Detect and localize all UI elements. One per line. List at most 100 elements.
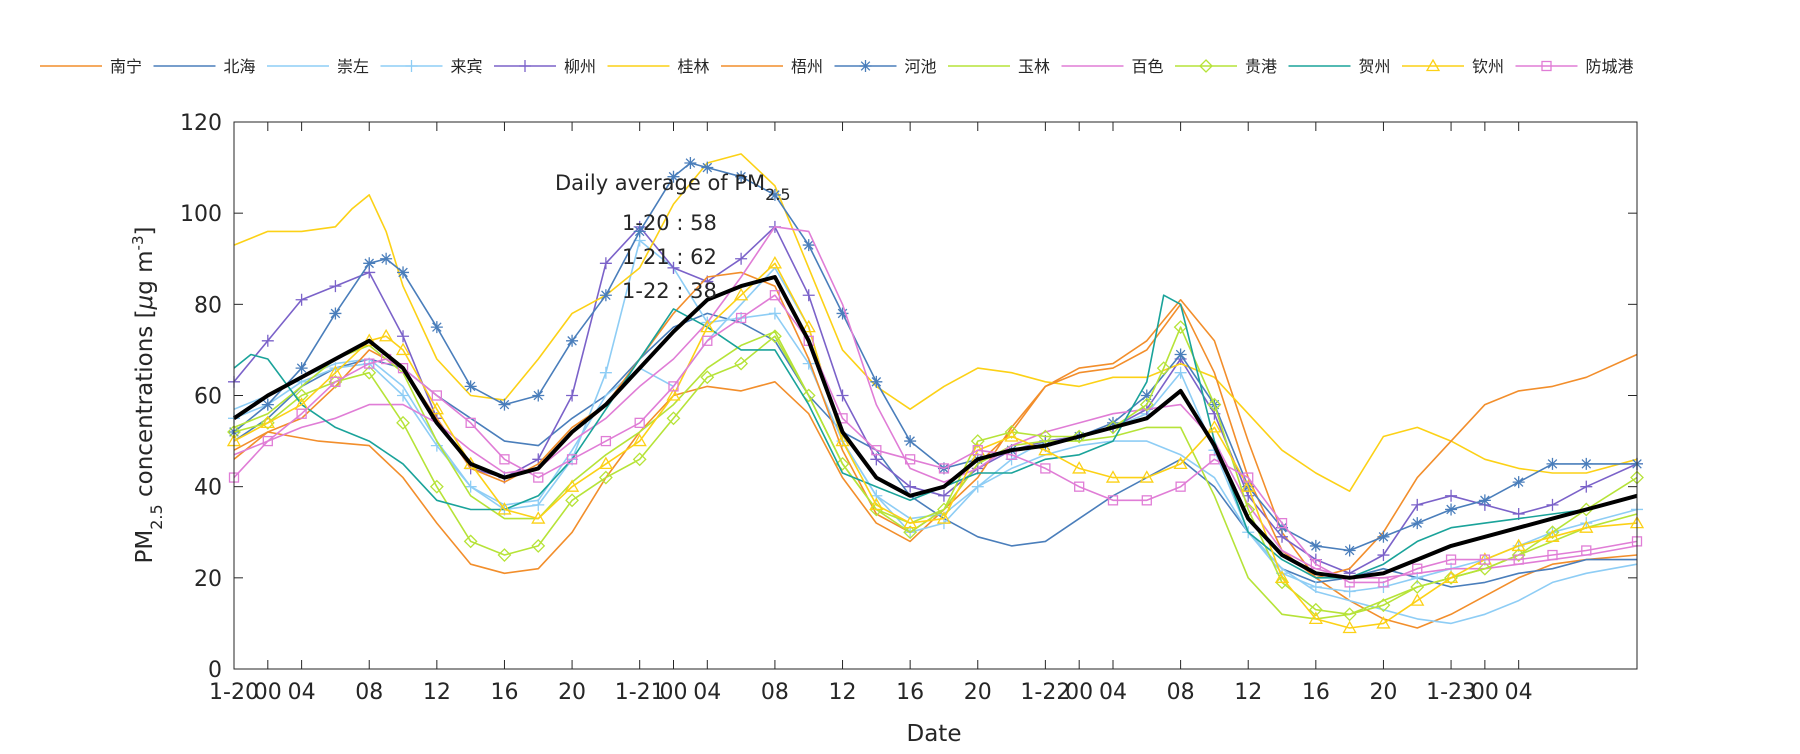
marker-diamond bbox=[1410, 580, 1425, 594]
marker-plus bbox=[768, 307, 781, 320]
marker-star bbox=[261, 398, 274, 411]
x-tick-label: 00 bbox=[1065, 680, 1093, 705]
marker-triangle bbox=[395, 342, 411, 356]
y-tick-label: 40 bbox=[194, 476, 222, 501]
marker-star bbox=[1377, 530, 1390, 543]
marker-plus bbox=[667, 261, 680, 274]
marker-plus bbox=[1309, 580, 1322, 593]
legend-label: 北海 bbox=[224, 57, 256, 76]
marker-star bbox=[397, 266, 410, 279]
marker-triangle bbox=[1342, 620, 1357, 634]
marker-plus bbox=[329, 280, 342, 293]
x-tick-label: 08 bbox=[761, 680, 789, 705]
annotation-line-1: 1-20 : 58 bbox=[622, 211, 717, 235]
marker-plus bbox=[1546, 498, 1559, 511]
annotation-line-3: 1-22 : 38 bbox=[622, 279, 717, 303]
legend-item: 来宾 bbox=[380, 57, 483, 76]
marker-triangle bbox=[632, 433, 647, 447]
marker-diamond bbox=[531, 539, 546, 553]
marker-diamond bbox=[1477, 561, 1492, 576]
series-玉林 bbox=[233, 330, 1638, 620]
marker-star bbox=[1106, 416, 1119, 429]
x-tick-label: 1-20 bbox=[209, 680, 259, 705]
legend-label: 贺州 bbox=[1359, 57, 1391, 76]
marker-square bbox=[1276, 517, 1288, 529]
marker-triangle bbox=[1579, 520, 1594, 533]
series-百色 bbox=[233, 226, 1638, 579]
y-tick-label: 0 bbox=[208, 658, 222, 683]
x-tick-label: 12 bbox=[423, 680, 451, 705]
marker-star bbox=[329, 307, 342, 320]
marker-plus bbox=[971, 480, 984, 493]
series-line bbox=[233, 162, 1637, 552]
x-tick-label: 04 bbox=[288, 680, 316, 705]
marker-diamond bbox=[1173, 320, 1188, 335]
marker-star bbox=[1478, 494, 1491, 507]
axis-ticks bbox=[233, 121, 1637, 670]
marker-star bbox=[684, 157, 697, 170]
marker-triangle bbox=[1511, 538, 1526, 552]
marker-square bbox=[397, 362, 409, 374]
legend-item: 崇左 bbox=[267, 57, 369, 76]
marker-square bbox=[431, 390, 442, 401]
marker-square bbox=[1141, 495, 1152, 506]
marker-star bbox=[1580, 457, 1593, 470]
marker-square bbox=[600, 435, 612, 447]
legend-item: 防城港 bbox=[1515, 57, 1634, 76]
x-tick-label: 04 bbox=[1505, 680, 1533, 705]
marker-star bbox=[532, 389, 545, 402]
y-axis-title: PM2.5 concentrations [μg m-3] bbox=[129, 227, 166, 564]
marker-triangle bbox=[531, 511, 546, 524]
marker-star bbox=[735, 170, 748, 183]
legend-item: 玉林 bbox=[948, 57, 1050, 76]
marker-square bbox=[566, 454, 578, 465]
marker-square bbox=[499, 454, 510, 465]
marker-star bbox=[1343, 544, 1356, 557]
marker-diamond bbox=[970, 434, 985, 449]
marker-square bbox=[1479, 554, 1491, 565]
marker-star bbox=[1411, 517, 1424, 530]
marker-square bbox=[871, 445, 882, 456]
marker-square bbox=[1040, 463, 1051, 474]
legend-label: 桂林 bbox=[678, 57, 710, 76]
marker-triangle bbox=[1241, 479, 1256, 492]
marker-triangle bbox=[1376, 616, 1391, 629]
marker-diamond bbox=[463, 534, 478, 549]
marker-plus bbox=[1580, 480, 1593, 493]
marker-plus bbox=[519, 60, 531, 72]
marker-star bbox=[836, 307, 849, 320]
marker-square bbox=[1310, 559, 1321, 570]
marker-square bbox=[938, 463, 950, 474]
legend-label: 梧州 bbox=[791, 57, 823, 76]
series-line bbox=[233, 294, 1638, 579]
legend-label: 来宾 bbox=[451, 57, 483, 76]
marker-triangle bbox=[1173, 456, 1188, 470]
marker-triangle bbox=[1072, 461, 1087, 474]
marker-plus bbox=[566, 389, 579, 402]
x-tick-label: 20 bbox=[558, 680, 586, 705]
marker-square bbox=[1541, 60, 1552, 72]
marker-star bbox=[295, 362, 308, 375]
x-tick-label: 1-22 bbox=[1020, 680, 1070, 705]
x-tick-label: 00 bbox=[659, 680, 687, 705]
marker-square bbox=[1547, 549, 1558, 561]
x-tick-label: 16 bbox=[896, 680, 924, 705]
x-tick-label: 04 bbox=[693, 680, 721, 705]
legend-label: 百色 bbox=[1132, 57, 1164, 76]
series-line bbox=[233, 330, 1638, 620]
x-tick-label: 00 bbox=[1471, 680, 1499, 705]
series-防城港 bbox=[228, 290, 1643, 588]
x-tick-label: 12 bbox=[1234, 680, 1262, 705]
marker-star bbox=[768, 188, 781, 201]
marker-triangle bbox=[733, 287, 749, 301]
marker-diamond bbox=[565, 493, 579, 508]
marker-star bbox=[859, 60, 872, 72]
legend-label: 贵港 bbox=[1245, 57, 1277, 76]
legend-label: 玉林 bbox=[1018, 57, 1050, 76]
marker-triangle bbox=[767, 255, 783, 269]
marker-square bbox=[1107, 495, 1119, 506]
marker-square bbox=[296, 408, 307, 419]
marker-triangle bbox=[598, 456, 614, 470]
marker-square bbox=[769, 290, 781, 301]
marker-plus bbox=[295, 293, 308, 306]
